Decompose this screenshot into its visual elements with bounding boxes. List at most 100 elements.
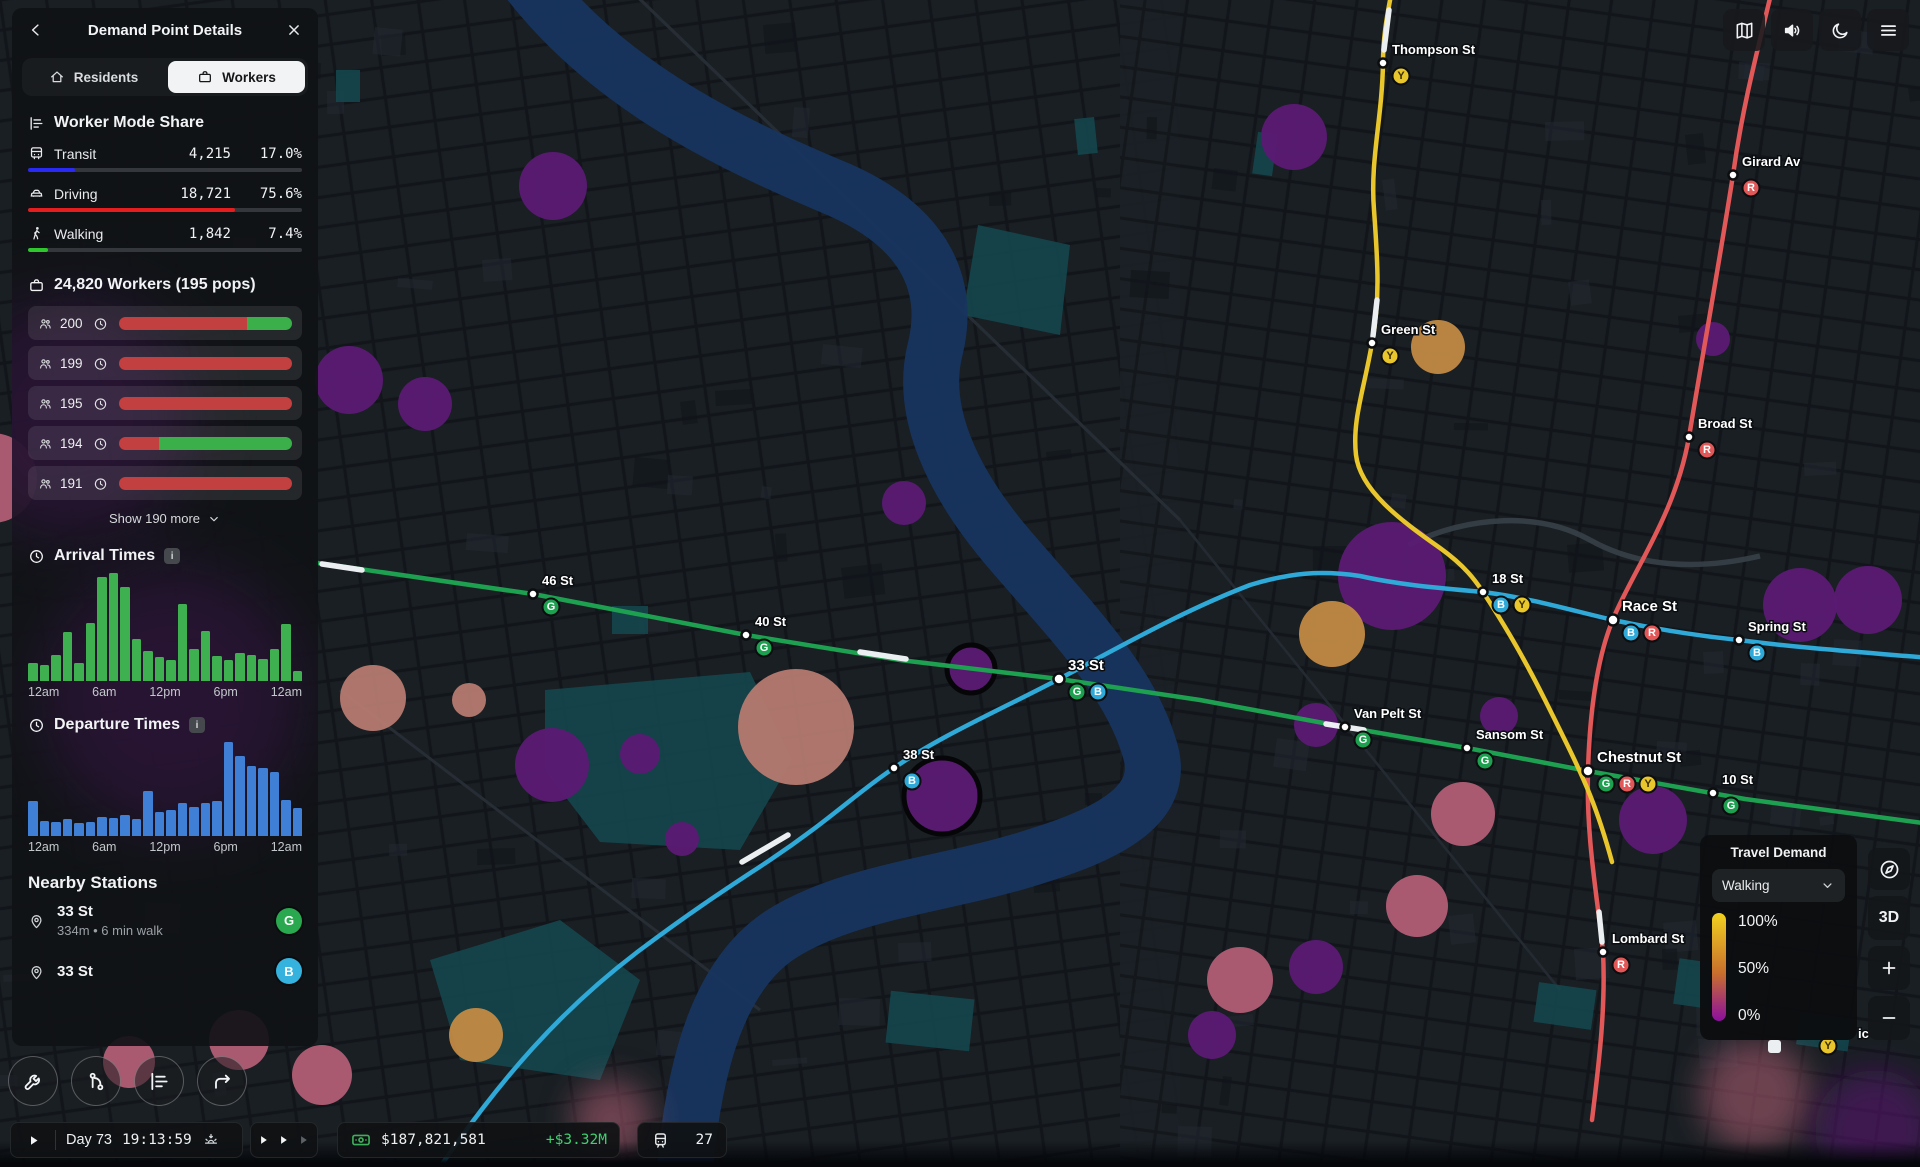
demand-circle[interactable]	[1338, 522, 1446, 630]
statistics-button[interactable]	[134, 1056, 184, 1106]
money-display[interactable]: $187,821,581 +$3.32M	[337, 1122, 620, 1158]
demand-circle[interactable]	[1207, 947, 1273, 1013]
station-38-st[interactable]: 38 St B	[888, 746, 936, 791]
speed-2-button[interactable]	[277, 1128, 292, 1152]
demand-circle[interactable]	[620, 734, 660, 774]
nearby-station-row[interactable]: 33 St 334m • 6 min walk G	[28, 893, 302, 948]
mode-bar-track	[28, 248, 302, 252]
briefcase-icon	[197, 69, 214, 86]
speed-3-button[interactable]	[296, 1128, 311, 1152]
demand-circle[interactable]	[1411, 320, 1465, 374]
pop-row[interactable]: 191	[28, 466, 302, 500]
menu-button[interactable]	[1867, 9, 1909, 51]
demand-circle[interactable]	[452, 683, 486, 717]
vehicles-display[interactable]: 27	[637, 1122, 727, 1158]
nearby-station-row[interactable]: 33 St B	[28, 948, 302, 994]
station-thompson-st[interactable]: Thompson St Y	[1377, 41, 1477, 86]
3d-toggle-button[interactable]: 3D	[1868, 896, 1910, 940]
station-markers[interactable]: Thompson St Y Girard Av R Green St Y Broad St R…	[527, 41, 1808, 975]
avenue-road	[1178, 519, 1562, 991]
back-button[interactable]	[24, 18, 48, 42]
share-button[interactable]	[197, 1056, 247, 1106]
workers-briefcase-icon	[28, 277, 45, 294]
pop-row[interactable]: 195	[28, 386, 302, 420]
station-chestnut-st[interactable]: Chestnut St G R Y	[1581, 748, 1683, 794]
svg-text:Y: Y	[1824, 1040, 1832, 1052]
clipped-station-label: ic	[1858, 1026, 1869, 1041]
tab-workers[interactable]: Workers	[168, 61, 305, 93]
demand-circle[interactable]	[1188, 1011, 1236, 1059]
demand-circle[interactable]	[665, 822, 699, 856]
demand-circle[interactable]	[1696, 322, 1730, 356]
station-sansom-st[interactable]: Sansom St G	[1461, 726, 1545, 771]
svg-text:B: B	[908, 775, 916, 787]
svg-text:R: R	[1703, 444, 1711, 456]
people-icon	[38, 316, 53, 331]
demand-circle[interactable]	[1431, 782, 1495, 846]
demand-circle[interactable]	[515, 728, 589, 802]
demand-circle[interactable]	[1619, 786, 1687, 854]
lines-button[interactable]	[71, 1056, 121, 1106]
station-10-st[interactable]: 10 St G	[1707, 771, 1755, 816]
demand-circle[interactable]	[398, 377, 452, 431]
demand-circle[interactable]	[1386, 875, 1448, 937]
svg-text:G: G	[760, 642, 769, 654]
station-broad-st[interactable]: Broad St R	[1683, 415, 1754, 460]
station-label: Chestnut St	[1597, 749, 1681, 766]
station-33-st[interactable]: 33 St G B	[1052, 656, 1108, 702]
zoom-in-button[interactable]	[1868, 946, 1910, 990]
svg-text:B: B	[1627, 627, 1635, 639]
station-van-pelt-st[interactable]: Van Pelt St G	[1339, 705, 1423, 750]
info-icon[interactable]: i	[188, 717, 205, 733]
dark-mode-button[interactable]	[1819, 9, 1861, 51]
demand-circle[interactable]	[738, 669, 854, 785]
info-icon[interactable]: i	[164, 548, 181, 564]
demand-circle[interactable]	[1289, 940, 1343, 994]
pop-row[interactable]: 194	[28, 426, 302, 460]
station-girard-av[interactable]: Girard Av R	[1727, 153, 1803, 198]
show-more-button[interactable]: Show 190 more	[28, 511, 302, 526]
demand-circle[interactable]	[1261, 104, 1327, 170]
demand-gradient-legend	[1712, 913, 1726, 1021]
line-badge-B: B	[276, 958, 302, 984]
axis-label: 6am	[92, 840, 117, 854]
station-green-st[interactable]: Green St Y	[1366, 321, 1437, 366]
demand-circle[interactable]	[449, 1008, 503, 1062]
demand-circle[interactable]	[340, 665, 406, 731]
close-icon[interactable]	[282, 18, 306, 42]
demand-circle[interactable]	[519, 152, 587, 220]
station-race-st[interactable]: Race St B R	[1606, 597, 1679, 643]
demand-circle[interactable]	[1763, 568, 1837, 642]
city-block	[397, 278, 433, 290]
travel-demand-mode-select[interactable]: Walking	[1712, 869, 1845, 902]
zoom-out-button[interactable]	[1868, 996, 1910, 1040]
station-label: 46 St	[542, 573, 574, 588]
demand-circle[interactable]	[292, 1045, 352, 1105]
demand-circle[interactable]	[1834, 566, 1902, 634]
station-lombard-st[interactable]: Lombard St R	[1597, 930, 1686, 975]
station-46-st[interactable]: 46 St G	[527, 572, 575, 617]
station-40-st[interactable]: 40 St G	[740, 613, 788, 658]
demand-circle[interactable]	[882, 481, 926, 525]
sound-button[interactable]	[1771, 9, 1813, 51]
station-spring-st[interactable]: Spring St B	[1733, 618, 1808, 663]
pop-count: 194	[60, 435, 83, 451]
volume-icon	[1782, 20, 1803, 41]
pop-row[interactable]: 200	[28, 306, 302, 340]
speed-1-button[interactable]	[257, 1128, 272, 1152]
demand-circle[interactable]	[1480, 697, 1518, 735]
pop-row[interactable]: 199	[28, 346, 302, 380]
compass-button[interactable]	[1868, 848, 1910, 890]
tools-button[interactable]	[8, 1056, 58, 1106]
station-label: 38 St	[903, 747, 935, 762]
demand-circle[interactable]	[1294, 703, 1338, 747]
play-button[interactable]	[21, 1128, 45, 1152]
demand-circle[interactable]	[315, 346, 383, 414]
demand-circle[interactable]	[1299, 601, 1365, 667]
mode-percent: 7.4%	[268, 225, 302, 242]
demand-circle[interactable]	[901, 755, 983, 837]
map-layers-button[interactable]	[1723, 9, 1765, 51]
station-18-st[interactable]: 18 St B Y	[1477, 570, 1532, 615]
tab-residents[interactable]: Residents	[25, 61, 162, 93]
